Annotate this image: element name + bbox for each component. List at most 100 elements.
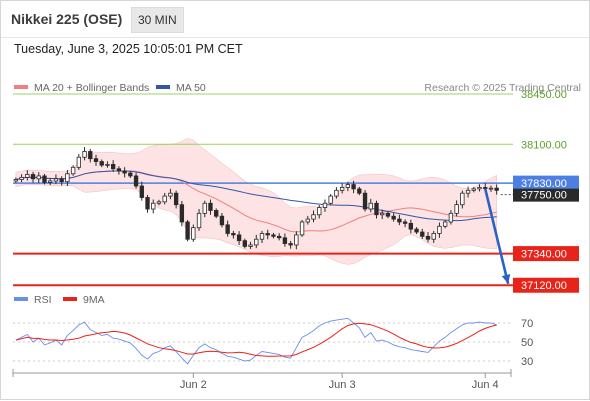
candle-body-19 (122, 170, 127, 174)
level-label-1: 38100.00 (521, 139, 567, 151)
candle-body-59 (351, 184, 356, 190)
bollinger-band (15, 138, 497, 265)
candle-body-47 (282, 237, 288, 244)
chart-credit: Research © 2025 Trading Central (424, 82, 581, 94)
interval-badge[interactable]: 30 MIN (131, 7, 184, 33)
candle-body-24 (151, 202, 156, 210)
candle-body-37 (225, 224, 230, 234)
x-tick-label-1: Jun 3 (329, 379, 356, 391)
candle-body-36 (219, 215, 225, 226)
candle-body-1 (19, 176, 24, 180)
candle-body-81 (477, 187, 482, 190)
candle-body-34 (208, 202, 213, 211)
candle-body-4 (36, 175, 41, 180)
ma50-line (15, 170, 497, 222)
candle-body-84 (494, 187, 499, 191)
candle-body-2 (25, 174, 30, 178)
candle-body-67 (397, 218, 402, 223)
candle-body-27 (168, 192, 173, 197)
candle-body-44 (265, 233, 270, 236)
legend-swatch-9ma (63, 297, 77, 301)
candle-body-73 (431, 233, 436, 240)
level-label-3: 37340.00 (521, 249, 567, 261)
candle-body-23 (145, 197, 150, 210)
candle-body-9 (65, 173, 70, 183)
level-label-4: 37120.00 (521, 280, 567, 292)
candle-body-7 (53, 178, 59, 182)
candle-body-14 (93, 158, 99, 162)
candle-body-82 (483, 187, 488, 189)
legend-label-9ma: 9MA (83, 294, 105, 306)
candle-body-68 (402, 221, 408, 224)
candle-body-35 (214, 210, 219, 217)
candle-body-6 (48, 180, 53, 183)
candle-body-18 (116, 168, 122, 172)
candle-body-80 (471, 188, 476, 191)
candle-body-66 (391, 215, 396, 220)
legend-swatch-ma50 (156, 85, 170, 89)
candle-body-55 (328, 195, 333, 204)
candle-body-16 (105, 164, 110, 166)
candle-body-3 (30, 174, 36, 180)
x-tick-label-2: Jun 4 (472, 379, 499, 391)
rsi-ma-line (15, 322, 497, 357)
candle-body-0 (13, 179, 19, 182)
candle-body-74 (437, 225, 442, 234)
chart-header: Nikkei 225 (OSE) 30 MIN (1, 1, 589, 38)
legend-label-rsi: RSI (34, 294, 52, 306)
candle-body-22 (139, 185, 144, 198)
rsi-tick-2: 30 (521, 356, 533, 368)
rsi-tick-1: 50 (521, 337, 533, 349)
candle-body-43 (259, 233, 265, 240)
candle-body-77 (454, 204, 459, 214)
last-price-bg (513, 188, 579, 202)
candle-body-83 (488, 187, 494, 190)
level-label-bg-3 (513, 246, 579, 262)
candle-body-71 (420, 231, 425, 237)
candle-body-45 (271, 234, 276, 237)
candle-body-25 (156, 201, 162, 204)
candle-body-75 (442, 221, 448, 227)
candle-body-50 (299, 221, 305, 236)
candle-body-42 (254, 238, 259, 246)
candle-body-8 (59, 178, 64, 183)
candle-body-31 (191, 227, 196, 240)
candle-body-17 (110, 164, 116, 170)
candle-body-79 (465, 189, 471, 194)
candle-body-39 (236, 234, 242, 242)
legend-label-ma20: MA 20 + Bollinger Bands (34, 82, 149, 94)
candle-body-60 (357, 188, 362, 194)
candle-body-62 (368, 202, 373, 210)
candle-body-30 (185, 221, 190, 240)
candle-body-69 (408, 222, 414, 230)
candle-body-65 (385, 212, 391, 217)
candle-body-40 (242, 240, 248, 247)
legend-swatch-ma20 (14, 85, 28, 89)
candle-body-46 (276, 235, 282, 239)
candle-body-13 (88, 151, 93, 160)
level-label-bg-2 (513, 175, 579, 191)
candle-body-11 (76, 156, 82, 168)
candle-body-12 (82, 151, 87, 158)
candle-body-78 (460, 192, 465, 206)
candle-body-41 (248, 244, 253, 247)
candle-body-70 (414, 228, 419, 233)
candle-body-76 (448, 212, 454, 223)
candle-body-5 (42, 175, 47, 183)
candle-body-48 (288, 243, 293, 246)
candle-body-64 (380, 212, 385, 216)
rsi-tick-0: 70 (521, 318, 533, 330)
candle-body-58 (345, 184, 351, 188)
level-label-0: 38450.00 (521, 89, 567, 101)
level-label-bg-4 (513, 277, 579, 293)
candle-body-15 (99, 161, 104, 166)
candle-body-54 (322, 202, 328, 208)
candle-body-20 (128, 172, 133, 177)
level-label-2: 37830.00 (521, 178, 567, 190)
candle-body-29 (179, 204, 185, 223)
candle-body-21 (133, 175, 139, 187)
forecast-arrow-shaft (483, 188, 510, 285)
last-price-label: 37750.00 (521, 190, 567, 202)
candle-body-51 (305, 218, 310, 223)
